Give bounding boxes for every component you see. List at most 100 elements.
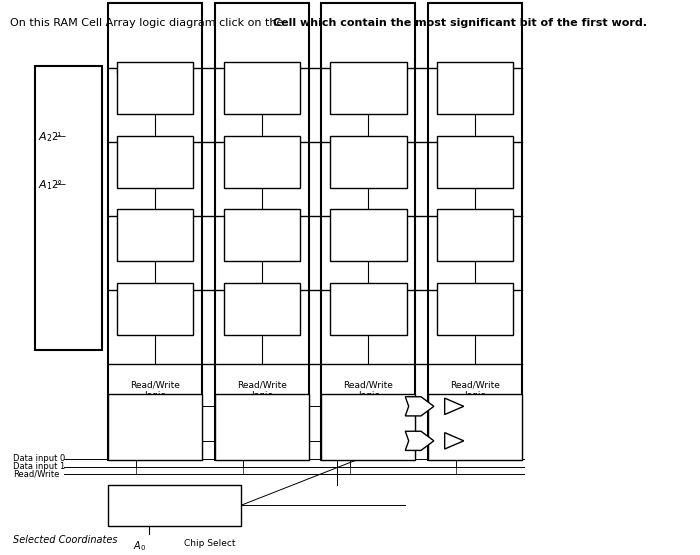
FancyBboxPatch shape <box>437 135 513 188</box>
Text: ×: × <box>262 401 272 411</box>
Text: Select: Select <box>158 446 182 455</box>
Text: RAM cell: RAM cell <box>454 221 496 231</box>
Text: 3: 3 <box>472 93 478 103</box>
Text: On this RAM Cell Array logic diagram click on the: On this RAM Cell Array logic diagram cli… <box>10 18 286 28</box>
FancyBboxPatch shape <box>437 209 513 261</box>
Text: Read/: Read/ <box>447 432 468 441</box>
Text: 1: 1 <box>116 143 122 153</box>
Text: $A_1$ —: $A_1$ — <box>38 178 68 192</box>
Text: Bit: Bit <box>482 432 492 441</box>
Text: Data input 0: Data input 0 <box>13 455 65 463</box>
Text: Data in: Data in <box>353 400 381 408</box>
Text: Read/: Read/ <box>233 432 255 441</box>
FancyBboxPatch shape <box>330 209 407 261</box>
FancyBboxPatch shape <box>330 284 407 335</box>
Text: 6: 6 <box>365 166 372 176</box>
Text: 9: 9 <box>259 240 265 250</box>
Text: Select: Select <box>265 446 288 455</box>
Text: Enable: Enable <box>184 514 215 523</box>
Text: RAM cell: RAM cell <box>241 147 283 157</box>
Text: RAM cell: RAM cell <box>134 73 176 83</box>
FancyBboxPatch shape <box>215 394 309 460</box>
Text: 10: 10 <box>363 240 375 250</box>
FancyBboxPatch shape <box>223 135 300 188</box>
Text: 12: 12 <box>149 314 161 324</box>
Text: Write: Write <box>233 446 253 455</box>
Text: RAM cell: RAM cell <box>241 221 283 231</box>
Text: Bit: Bit <box>161 432 172 441</box>
Text: 4: 4 <box>152 166 158 176</box>
Text: Write: Write <box>127 446 147 455</box>
Text: $A_2$ —: $A_2$ — <box>38 130 68 144</box>
Text: Select: Select <box>478 446 502 455</box>
Text: 0: 0 <box>114 487 120 496</box>
FancyBboxPatch shape <box>428 394 522 460</box>
FancyBboxPatch shape <box>117 62 193 114</box>
Text: RAM cell: RAM cell <box>134 147 176 157</box>
Text: RAM cell: RAM cell <box>348 295 389 305</box>
FancyBboxPatch shape <box>428 3 522 460</box>
Text: Cell which contain the most significant bit of the first word.: Cell which contain the most significant … <box>273 18 647 28</box>
Text: RAM cell: RAM cell <box>241 73 283 83</box>
Text: Read/Write
logic: Read/Write logic <box>450 381 500 400</box>
Text: Data out: Data out <box>158 406 192 415</box>
FancyBboxPatch shape <box>117 209 193 261</box>
Text: Data input 1: Data input 1 <box>13 462 65 471</box>
Polygon shape <box>444 398 463 415</box>
FancyBboxPatch shape <box>117 284 193 335</box>
Text: RAM cell: RAM cell <box>348 221 389 231</box>
FancyBboxPatch shape <box>321 394 415 460</box>
Text: RAM cell: RAM cell <box>454 73 496 83</box>
Text: RAM cell: RAM cell <box>241 295 283 305</box>
Text: 0: 0 <box>152 93 158 103</box>
Text: RAM cell: RAM cell <box>348 73 389 83</box>
FancyBboxPatch shape <box>108 394 202 460</box>
Text: Write: Write <box>340 446 360 455</box>
Text: 13: 13 <box>256 314 268 324</box>
Polygon shape <box>405 397 434 416</box>
Text: Bit: Bit <box>268 432 279 441</box>
Text: 11: 11 <box>469 240 482 250</box>
Text: 3: 3 <box>116 290 122 300</box>
Text: 14: 14 <box>363 314 375 324</box>
FancyBboxPatch shape <box>223 62 300 114</box>
Text: Read/: Read/ <box>340 432 362 441</box>
FancyBboxPatch shape <box>117 135 193 188</box>
Polygon shape <box>444 432 463 449</box>
FancyBboxPatch shape <box>35 65 101 350</box>
FancyBboxPatch shape <box>108 3 202 460</box>
Text: 0: 0 <box>116 68 122 78</box>
Text: Selected Coordinates: Selected Coordinates <box>13 535 117 545</box>
Text: Read/: Read/ <box>127 432 148 441</box>
Text: 2: 2 <box>365 93 372 103</box>
Text: Select: Select <box>372 446 395 455</box>
Text: 1: 1 <box>259 93 265 103</box>
Text: Data out: Data out <box>478 406 512 415</box>
Text: Data in: Data in <box>139 400 167 408</box>
Text: 2°: 2° <box>51 180 62 190</box>
FancyBboxPatch shape <box>223 284 300 335</box>
Text: RAM cell: RAM cell <box>134 221 176 231</box>
Text: 2°: 2° <box>134 514 143 523</box>
FancyBboxPatch shape <box>321 3 415 460</box>
Text: 1: 1 <box>172 487 177 496</box>
Text: RAM cell: RAM cell <box>454 295 496 305</box>
Text: 7: 7 <box>472 166 478 176</box>
Polygon shape <box>405 431 434 451</box>
FancyBboxPatch shape <box>437 284 513 335</box>
Text: Data out: Data out <box>265 406 298 415</box>
FancyBboxPatch shape <box>223 209 300 261</box>
Text: Data in: Data in <box>459 400 487 408</box>
Text: $A_0$: $A_0$ <box>134 539 146 553</box>
Text: Bit: Bit <box>374 432 385 441</box>
Text: RAM cell: RAM cell <box>348 147 389 157</box>
Text: ×: × <box>141 401 150 411</box>
Text: Chip Select: Chip Select <box>184 539 236 548</box>
Text: RAM cell: RAM cell <box>134 295 176 305</box>
FancyBboxPatch shape <box>108 485 242 526</box>
Text: Write: Write <box>447 446 467 455</box>
Text: RAM cell: RAM cell <box>454 147 496 157</box>
Text: Read/Write
logic: Read/Write logic <box>237 381 287 400</box>
Text: Read/Write
logic: Read/Write logic <box>344 381 393 400</box>
FancyBboxPatch shape <box>330 135 407 188</box>
